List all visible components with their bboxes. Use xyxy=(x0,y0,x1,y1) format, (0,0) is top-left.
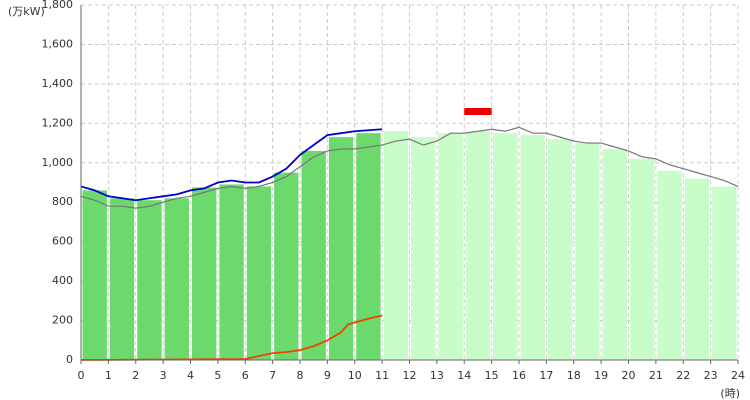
x-tick-label: 1 xyxy=(105,369,112,382)
line xyxy=(80,128,383,202)
bar xyxy=(630,158,655,360)
bar xyxy=(602,148,627,360)
x-tick-label: 14 xyxy=(457,369,471,382)
x-tick-label: 4 xyxy=(187,369,194,382)
bar xyxy=(246,186,272,360)
y-tick-label: 1,400 xyxy=(42,77,74,90)
y-axis-unit: (万kW) xyxy=(8,5,45,18)
x-tick-label: 2 xyxy=(132,369,139,382)
bar xyxy=(109,198,135,360)
y-tick-label: 1,200 xyxy=(42,116,74,129)
x-tick-label: 22 xyxy=(676,369,690,382)
x-tick-label: 20 xyxy=(622,369,636,382)
bar xyxy=(712,186,737,360)
y-tick-label: 400 xyxy=(52,274,73,287)
bar xyxy=(465,131,491,360)
bar xyxy=(520,135,545,360)
bar xyxy=(411,137,436,360)
bar xyxy=(301,150,326,360)
x-tick-label: 6 xyxy=(242,369,249,382)
x-tick-label: 15 xyxy=(485,369,499,382)
x-tick-label: 17 xyxy=(539,369,553,382)
x-tick-label: 10 xyxy=(348,369,362,382)
x-tick-label: 13 xyxy=(430,369,444,382)
bar xyxy=(493,133,518,360)
bar xyxy=(137,200,162,360)
y-tick-label: 200 xyxy=(52,314,73,327)
bar xyxy=(438,133,463,360)
bar xyxy=(328,137,354,360)
bar xyxy=(575,143,600,360)
bar xyxy=(383,131,408,360)
bar xyxy=(192,187,217,360)
y-tick-label: 600 xyxy=(52,235,73,248)
x-tick-label: 5 xyxy=(214,369,221,382)
peak-marker xyxy=(464,108,492,115)
x-tick-label: 21 xyxy=(649,369,663,382)
x-tick-label: 12 xyxy=(403,369,417,382)
x-tick-label: 3 xyxy=(160,369,167,382)
y-tick-label: 1,000 xyxy=(42,156,74,169)
x-tick-label: 8 xyxy=(297,369,304,382)
bar xyxy=(356,133,381,360)
x-tick-label: 19 xyxy=(594,369,608,382)
line xyxy=(80,314,383,361)
x-tick-label: 24 xyxy=(731,369,745,382)
bar xyxy=(547,139,573,360)
x-tick-label: 23 xyxy=(704,369,718,382)
y-tick-label: 800 xyxy=(52,195,73,208)
bar xyxy=(657,170,682,360)
x-tick-label: 7 xyxy=(269,369,276,382)
bar xyxy=(274,172,299,360)
x-tick-label: 11 xyxy=(375,369,389,382)
x-tick-label: 18 xyxy=(567,369,581,382)
bar xyxy=(82,190,107,360)
y-tick-label: 0 xyxy=(66,353,73,366)
x-tick-label: 9 xyxy=(324,369,331,382)
x-axis-unit: (時) xyxy=(720,387,740,400)
bar xyxy=(219,184,244,360)
line xyxy=(80,126,739,209)
y-tick-label: 1,800 xyxy=(42,0,74,11)
x-tick-label: 16 xyxy=(512,369,526,382)
bar xyxy=(684,178,710,360)
y-tick-label: 1,600 xyxy=(42,37,74,50)
bar xyxy=(164,198,189,360)
x-tick-label: 0 xyxy=(78,369,85,382)
